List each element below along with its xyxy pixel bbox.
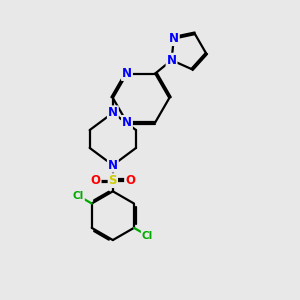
Text: N: N [169,32,179,45]
Text: N: N [122,116,132,129]
Text: S: S [109,174,117,187]
Text: O: O [91,174,100,187]
Text: Cl: Cl [73,191,84,201]
Text: Cl: Cl [142,231,153,241]
Text: O: O [125,174,135,187]
Text: N: N [122,67,132,80]
Text: N: N [108,106,118,119]
Text: N: N [167,54,176,67]
Text: N: N [108,159,118,172]
